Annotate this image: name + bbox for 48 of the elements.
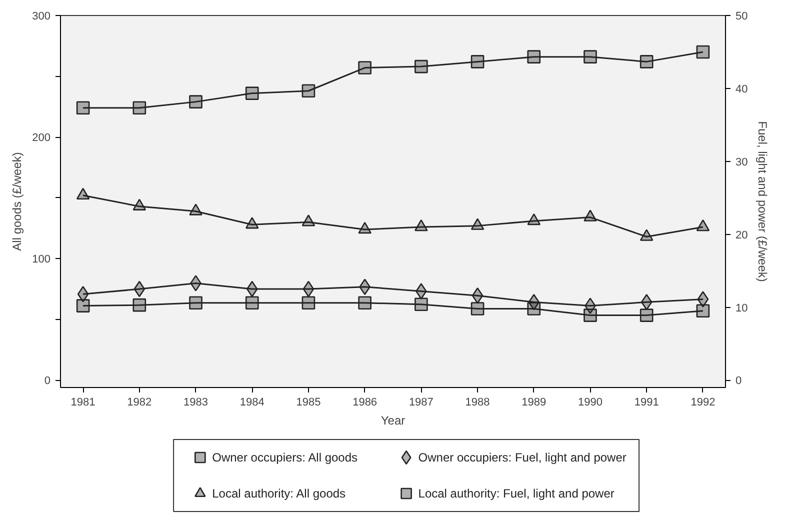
point bbox=[528, 294, 540, 310]
y2-tick-label: 50 bbox=[736, 10, 748, 22]
y2-tick-label: 40 bbox=[736, 83, 748, 96]
point bbox=[245, 296, 259, 310]
y2-tick-label: 30 bbox=[736, 156, 748, 168]
x-tick-label: 1988 bbox=[465, 396, 490, 408]
y-axis-title: All goods (£/week) bbox=[10, 152, 24, 251]
point bbox=[134, 280, 146, 298]
point bbox=[358, 296, 372, 310]
x-tick-label: 1991 bbox=[634, 396, 659, 408]
point bbox=[584, 308, 597, 322]
x-tick-label: 1989 bbox=[522, 396, 546, 408]
x-tick-label: 1983 bbox=[184, 396, 208, 408]
point bbox=[302, 296, 316, 310]
point bbox=[696, 304, 710, 318]
point bbox=[76, 299, 90, 312]
y2-axis-title: Fuel, light and power (£/week) bbox=[756, 121, 770, 282]
point bbox=[414, 298, 428, 311]
y2-tick-label: 0 bbox=[736, 375, 742, 388]
point bbox=[640, 294, 652, 310]
x-tick-label: 1984 bbox=[240, 396, 264, 408]
x-tick-label: 1985 bbox=[296, 396, 321, 408]
point bbox=[246, 280, 258, 298]
x-tick-label: 1990 bbox=[578, 396, 602, 408]
y-tick-label: 200 bbox=[32, 132, 51, 144]
point bbox=[472, 287, 484, 304]
x-axis-title: Year bbox=[380, 414, 406, 428]
x-tick-label: 1986 bbox=[352, 396, 378, 408]
point bbox=[189, 296, 202, 310]
legend-label: Owner occupiers: All goods bbox=[212, 450, 358, 464]
x-tick-label: 1981 bbox=[70, 396, 96, 408]
y-tick-label: 0 bbox=[44, 375, 51, 388]
legend-label: Local authority: Fuel, light and power bbox=[418, 486, 614, 500]
y-tick-label: 100 bbox=[32, 254, 51, 266]
x-tick-label: 1987 bbox=[408, 396, 434, 408]
y-tick-label: 300 bbox=[32, 10, 51, 22]
x-tick-label: 1992 bbox=[690, 396, 716, 408]
point bbox=[640, 308, 654, 322]
point bbox=[132, 298, 146, 312]
point bbox=[697, 291, 709, 308]
legend-label: Owner occupiers: Fuel, light and power bbox=[418, 450, 626, 464]
point bbox=[77, 286, 89, 302]
point bbox=[302, 280, 314, 298]
y2-tick-label: 20 bbox=[736, 229, 748, 242]
y2-tick-label: 10 bbox=[736, 302, 748, 314]
legend-label: Local authority: All goods bbox=[212, 486, 346, 500]
x-tick-label: 1982 bbox=[127, 396, 152, 408]
point bbox=[470, 302, 484, 316]
